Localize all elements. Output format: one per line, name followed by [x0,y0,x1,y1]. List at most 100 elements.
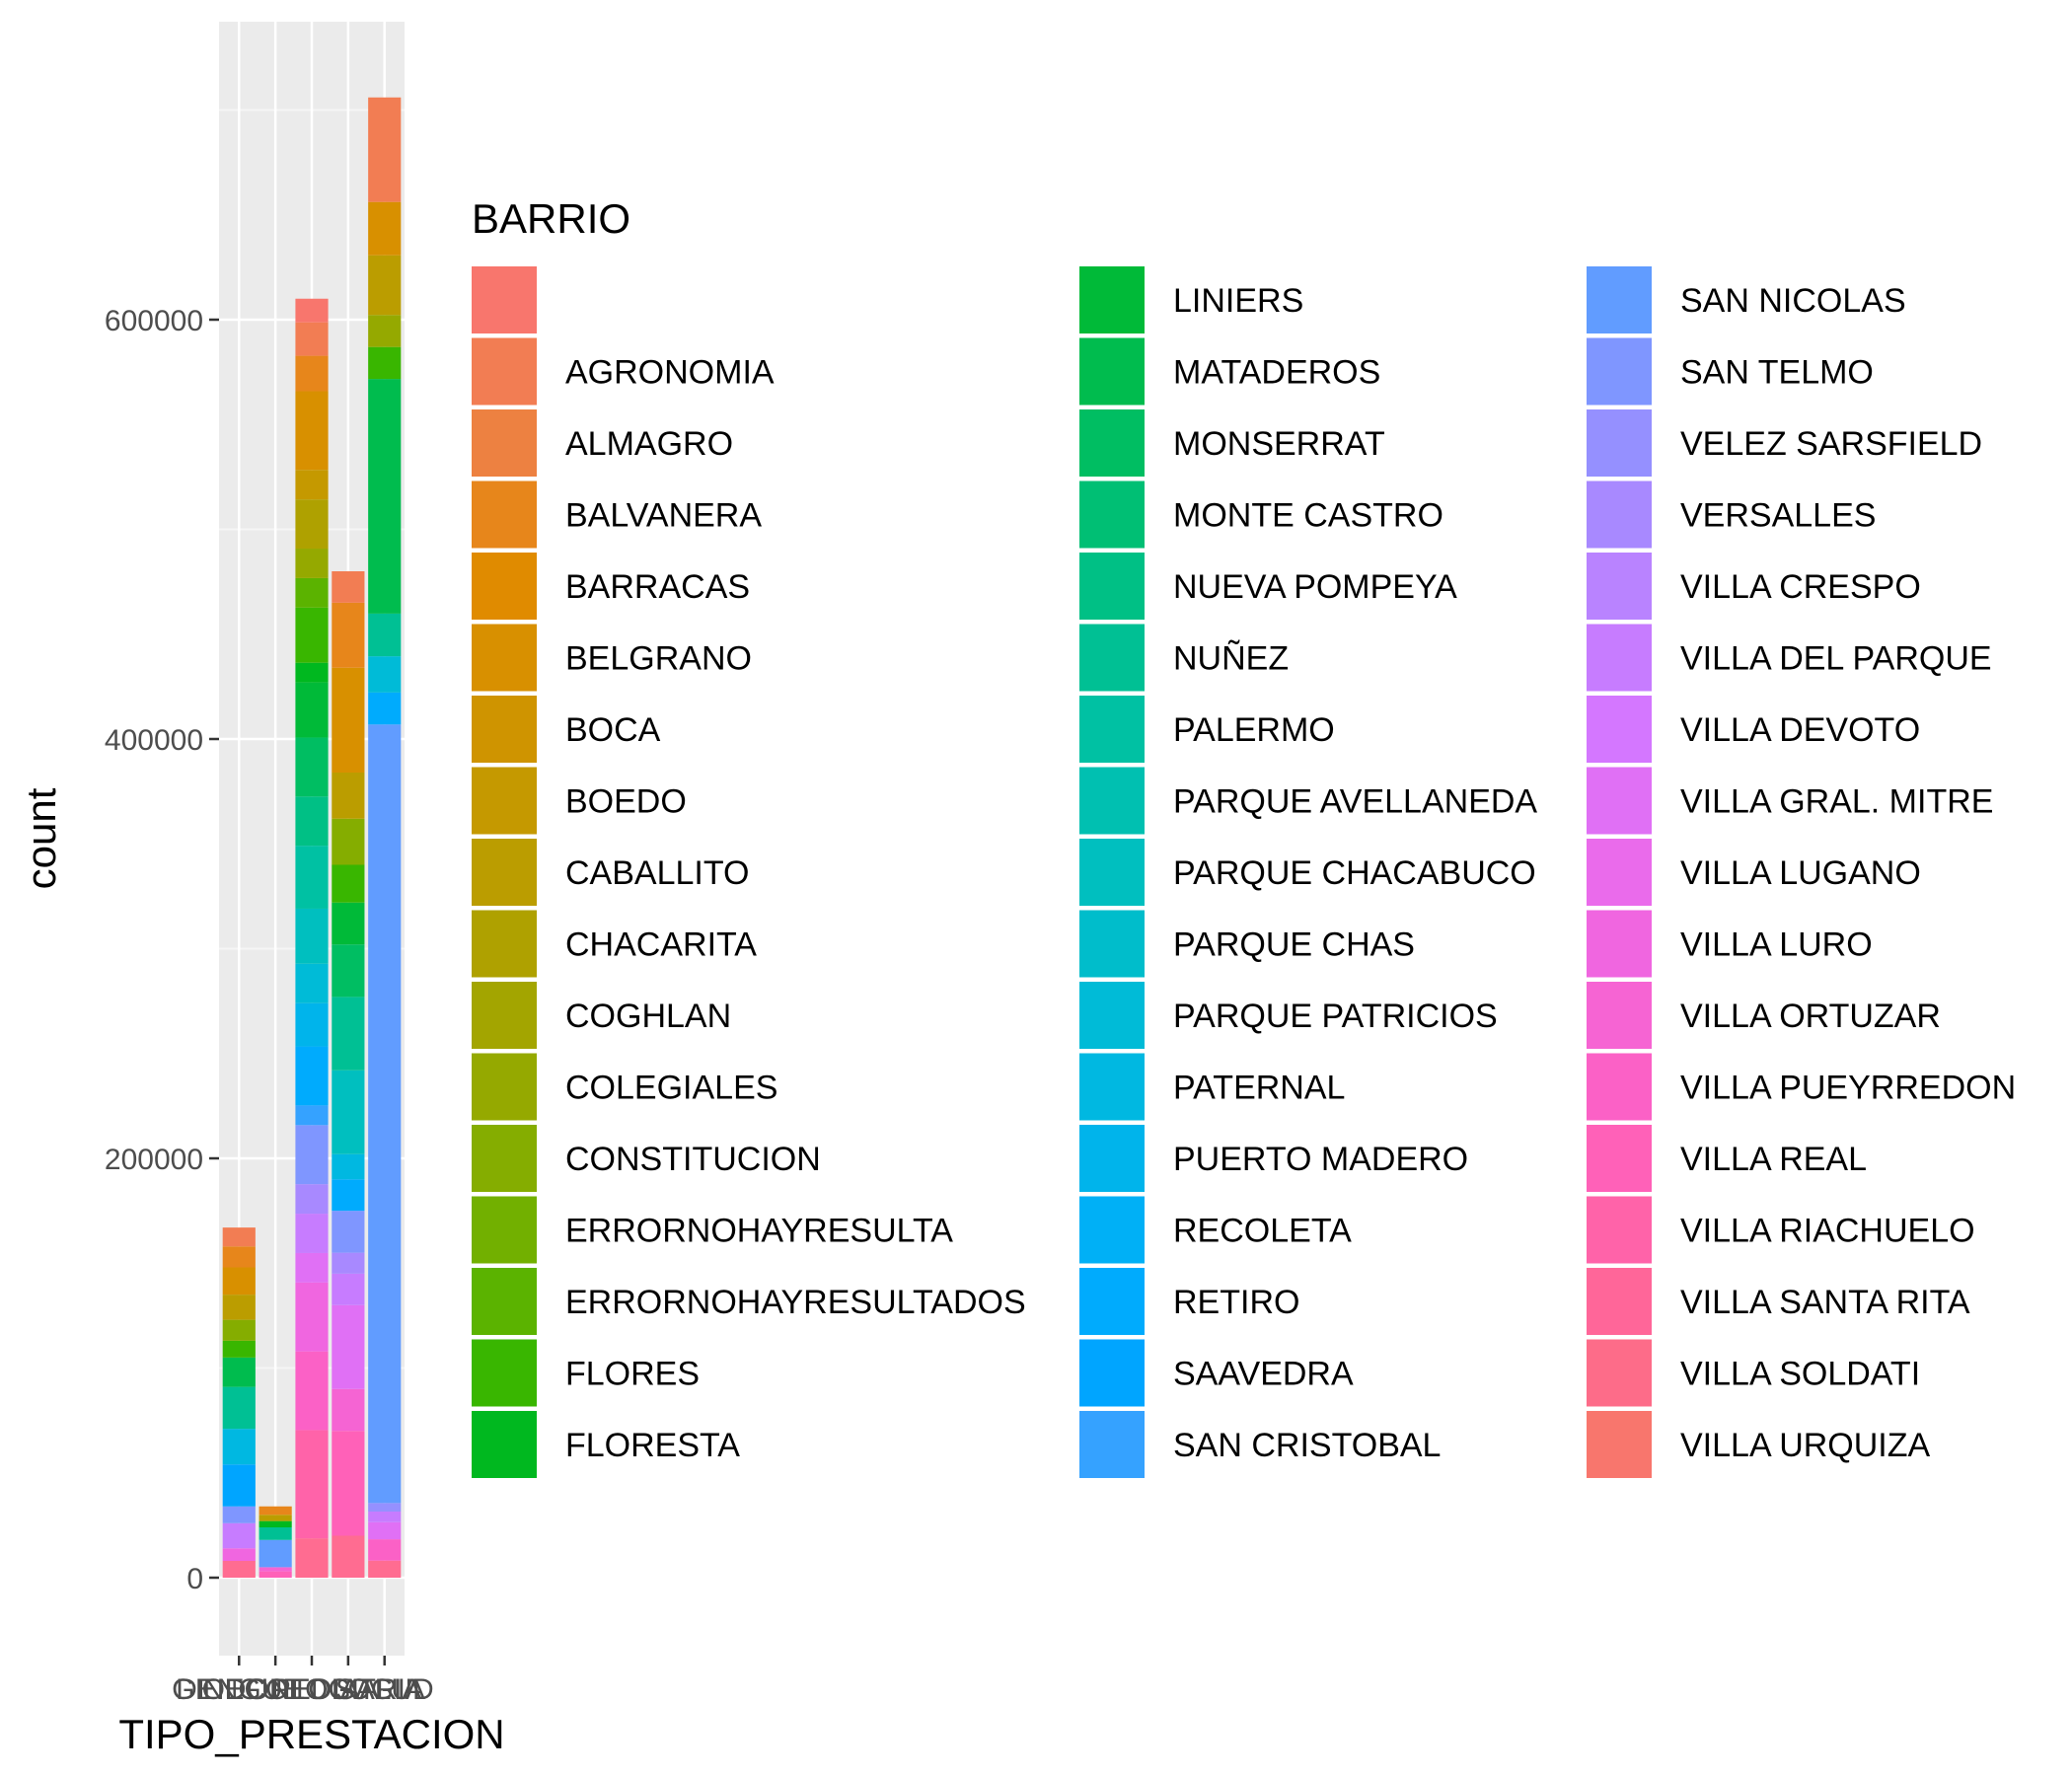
legend-key-balvanera [472,481,537,549]
legend-key-palermo [1079,696,1145,763]
legend-label-parque-avellaneda: PARQUE AVELLANEDA [1173,783,1537,821]
legend-label-almagro: ALMAGRO [565,425,733,463]
legend-label-velez-sarsfield: VELEZ SARSFIELD [1680,425,1982,463]
bar-segment-pediatria-16 [332,667,365,773]
x-tick-label-pediatria: PEDIATRIA [271,1673,425,1706]
bar-segment-pediatria-14 [332,818,365,865]
legend-key-almagro [472,409,537,477]
bar-segment-odontologia-7 [295,1125,329,1185]
legend-key-belgrano [472,624,537,692]
bar-segment-odontologia-18 [295,607,329,663]
legend-label-coghlan: COGHLAN [565,998,731,1035]
legend-key-villa-urquiza [1587,1411,1652,1478]
bar-segment-odontologia-9 [295,1046,329,1106]
bar-segment-dengue-5 [222,1429,256,1465]
legend-label-recoleta: RECOLETA [1173,1213,1352,1250]
legend-label-villa-ortuzar: VILLA ORTUZAR [1680,998,1941,1035]
y-tick-label: 400000 [105,724,203,757]
legend-label-agronomia: AGRONOMIA [565,354,775,392]
bar-segment-odontologia-24 [295,355,329,392]
legend-key-na [472,266,537,333]
bar-segment-pediatria-9 [332,1070,365,1154]
bar-segment-odontologia-12 [295,908,329,964]
legend-label-nu-ez: NUÑEZ [1173,640,1289,678]
bar-segment-odontologia-22 [295,470,329,500]
bar-segment-pediatria-12 [332,902,365,945]
bar-segment-dengue-8 [222,1340,256,1358]
x-tick-label-odontologia: ODONTOLOGIA [202,1673,422,1706]
x-axis: DENGUEGINECOLOGIAODONTOLOGIAPEDIATRIASAL… [172,1656,434,1706]
legend-label-san-telmo: SAN TELMO [1680,354,1874,392]
legend-key-nu-ez [1079,624,1145,692]
bar-segment-pediatria-0 [332,1535,365,1578]
bar-segment-dengue-3 [222,1506,256,1523]
bar-segment-dengue-10 [222,1295,256,1320]
legend-label-parque-chacabuco: PARQUE CHACABUCO [1173,854,1536,892]
legend-key-retiro [1079,1268,1145,1335]
bar-segment-ginecologia-1 [259,1567,292,1572]
legend-key-constitucion [472,1125,537,1192]
legend-key-villa-soldati [1587,1339,1652,1407]
y-axis-title: count [18,787,64,889]
bar-segment-odontologia-14 [295,796,329,847]
bar-segment-odontologia-8 [295,1105,329,1126]
legend-label-belgrano: BELGRANO [565,640,752,678]
bar-segment-pediatria-17 [332,602,365,668]
legend-key-parque-avellaneda [1079,767,1145,835]
legend-label-boca: BOCA [565,711,661,749]
bar-segment-pediatria-4 [332,1273,365,1305]
legend-label-mataderos: MATADEROS [1173,354,1380,392]
legend-label-caballito: CABALLITO [565,854,749,892]
legend-label-parque-patricios: PARQUE PATRICIOS [1173,998,1498,1035]
bar-segment-odontologia-13 [295,846,329,909]
legend-key-barracas [472,553,537,620]
bar-segment-pediatria-8 [332,1153,365,1180]
bar-segment-odontologia-3 [295,1282,329,1352]
bar-segment-odontologia-2 [295,1351,329,1431]
bar-segment-salud-10 [368,346,402,380]
bar-segment-pediatria-1 [332,1431,365,1536]
bar-segment-dengue-9 [222,1319,256,1341]
legend-key-villa-real [1587,1125,1652,1192]
legend-label-boedo: BOEDO [565,783,687,821]
legend-key-saavedra [1079,1339,1145,1407]
legend-key-colegiales [472,1053,537,1121]
bar-segment-salud-8 [368,613,402,657]
legend-label-villa-santa-rita: VILLA SANTA RITA [1680,1284,1970,1321]
legend-key-villa-lugano [1587,839,1652,906]
legend-key-puerto-madero [1079,1125,1145,1192]
bar-segment-ginecologia-3 [259,1527,292,1540]
legend-label-saavedra: SAAVEDRA [1173,1356,1354,1393]
legend-key-monserrat [1079,409,1145,477]
legend-key-parque-chacabuco [1079,839,1145,906]
bar-segment-salud-9 [368,379,402,614]
bar-segment-pediatria-11 [332,944,365,998]
bar-segment-ginecologia-5 [259,1515,292,1521]
legend-key-paternal [1079,1053,1145,1121]
legend-key-boedo [472,767,537,835]
legend-key-san-telmo [1587,337,1652,406]
legend-key-villa-crespo [1587,553,1652,620]
bar-segment-odontologia-15 [295,737,329,797]
bar-segment-salud-7 [368,656,402,693]
legend-label-versalles: VERSALLES [1680,497,1876,535]
legend-label-colegiales: COLEGIALES [565,1070,777,1107]
bar-segment-odontologia-23 [295,391,329,471]
y-tick-label: 200000 [105,1144,203,1176]
legend-key-coghlan [472,982,537,1049]
legend-key-villa-riachuelo [1587,1196,1652,1264]
bar-segment-odontologia-10 [295,1002,329,1047]
legend-label-monte-castro: MONTE CASTRO [1173,497,1443,535]
bar-segment-salud-1 [368,1539,402,1561]
legend-label-villa-devoto: VILLA DEVOTO [1680,711,1920,749]
legend-label-villa-del-parque: VILLA DEL PARQUE [1680,640,1992,678]
legend-label-liniers: LINIERS [1173,282,1303,320]
legend-label-villa-luro: VILLA LURO [1680,926,1873,964]
legend-label-villa-riachuelo: VILLA RIACHUELO [1680,1213,1975,1250]
bar-segment-pediatria-6 [332,1211,365,1253]
bar-segment-ginecologia-0 [259,1571,292,1578]
bar-segment-odontologia-21 [295,499,329,550]
legend-key-velez-sarsfield [1587,409,1652,477]
legend-key-errornohayresulta [472,1196,537,1264]
legend-label-chacarita: CHACARITA [565,926,757,964]
